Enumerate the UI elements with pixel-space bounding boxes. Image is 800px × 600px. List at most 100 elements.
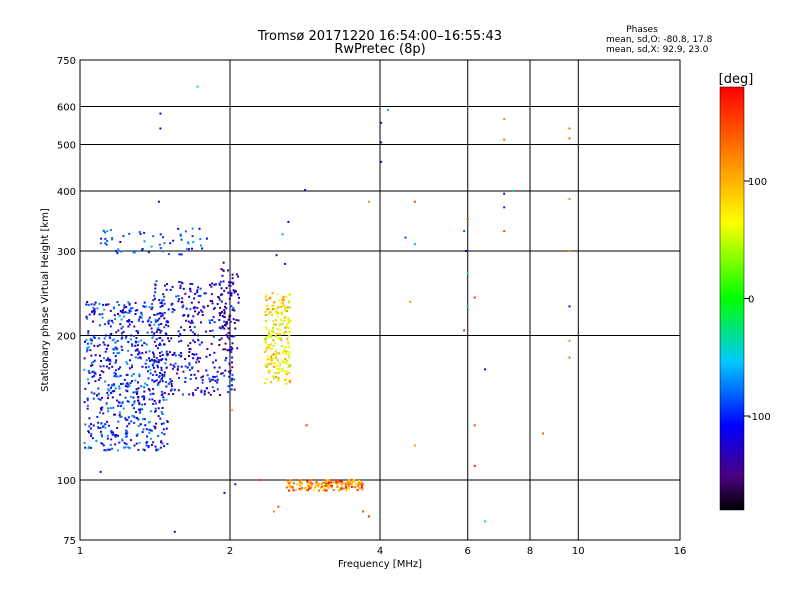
data-point	[347, 479, 350, 482]
data-point	[131, 404, 134, 407]
data-point	[154, 402, 157, 405]
data-point	[275, 332, 278, 335]
data-point	[85, 339, 88, 341]
data-point	[264, 364, 267, 367]
data-point	[183, 314, 186, 316]
data-point	[304, 189, 307, 191]
x-tick-label: 16	[674, 546, 687, 557]
data-point	[110, 332, 113, 335]
data-point	[145, 444, 148, 447]
data-point	[99, 365, 102, 368]
data-point	[200, 321, 202, 324]
data-point	[284, 309, 287, 312]
data-point	[310, 484, 313, 487]
colorbar-ticks: 100 0 -100	[744, 177, 771, 423]
data-point	[208, 377, 211, 380]
data-point	[136, 353, 139, 356]
data-point	[125, 429, 128, 432]
data-point	[277, 337, 280, 340]
data-point	[179, 287, 182, 289]
data-point	[87, 430, 90, 433]
data-point	[284, 326, 287, 329]
data-point	[156, 364, 159, 367]
data-point	[188, 362, 191, 365]
data-point	[128, 422, 131, 425]
data-point	[192, 241, 195, 244]
data-point	[105, 449, 108, 452]
data-point	[161, 373, 163, 376]
data-point	[160, 302, 163, 305]
data-point	[276, 352, 278, 355]
data-point	[222, 280, 225, 283]
data-point	[473, 424, 476, 427]
data-point	[137, 448, 140, 451]
data-point	[283, 305, 286, 307]
data-point	[163, 242, 166, 245]
data-point	[503, 138, 506, 141]
data-point	[162, 375, 164, 378]
data-point	[330, 486, 333, 489]
data-point	[94, 354, 97, 357]
data-point	[272, 375, 275, 378]
data-point	[189, 287, 191, 290]
data-point	[143, 301, 146, 304]
data-point	[269, 370, 272, 373]
data-point	[265, 378, 268, 380]
data-point	[367, 515, 370, 518]
data-point	[568, 127, 571, 130]
data-point	[323, 481, 326, 484]
data-point	[223, 311, 226, 314]
data-point	[131, 307, 134, 310]
data-point	[285, 370, 288, 373]
data-point	[150, 308, 153, 311]
data-point	[275, 372, 278, 375]
data-point	[124, 396, 127, 399]
data-point	[148, 350, 151, 353]
data-point	[91, 375, 94, 378]
data-point	[133, 391, 136, 394]
data-point	[115, 359, 118, 362]
data-point	[235, 273, 238, 276]
data-point	[107, 448, 110, 451]
data-point	[157, 435, 160, 437]
data-point	[101, 316, 104, 319]
data-point	[118, 304, 120, 306]
data-point	[158, 352, 161, 354]
data-point	[218, 394, 221, 396]
data-point	[218, 312, 221, 315]
data-point	[185, 307, 188, 310]
data-point	[230, 379, 233, 382]
data-point	[236, 293, 239, 296]
data-point	[163, 445, 166, 448]
data-point	[157, 361, 160, 364]
data-point	[205, 355, 208, 358]
data-point	[87, 332, 90, 335]
data-point	[123, 378, 126, 381]
data-point	[223, 374, 226, 377]
data-point	[129, 359, 131, 362]
data-point	[197, 356, 199, 359]
data-point	[237, 319, 240, 322]
data-point	[91, 310, 94, 313]
data-point	[221, 325, 224, 328]
data-point	[121, 382, 124, 385]
data-point	[230, 281, 233, 284]
data-point	[138, 375, 141, 378]
data-point	[173, 530, 176, 533]
data-point	[229, 320, 232, 323]
data-point	[141, 431, 144, 434]
data-point	[93, 309, 95, 312]
data-point	[129, 381, 132, 384]
data-point	[154, 410, 157, 413]
data-point	[188, 393, 191, 396]
data-point	[121, 336, 124, 339]
data-point	[119, 310, 122, 313]
data-point	[280, 302, 283, 305]
data-point	[152, 402, 155, 405]
data-point	[280, 305, 283, 308]
data-point	[160, 390, 163, 393]
data-point	[110, 431, 113, 434]
data-point	[283, 319, 286, 322]
data-point	[111, 384, 114, 387]
data-point	[92, 361, 95, 363]
